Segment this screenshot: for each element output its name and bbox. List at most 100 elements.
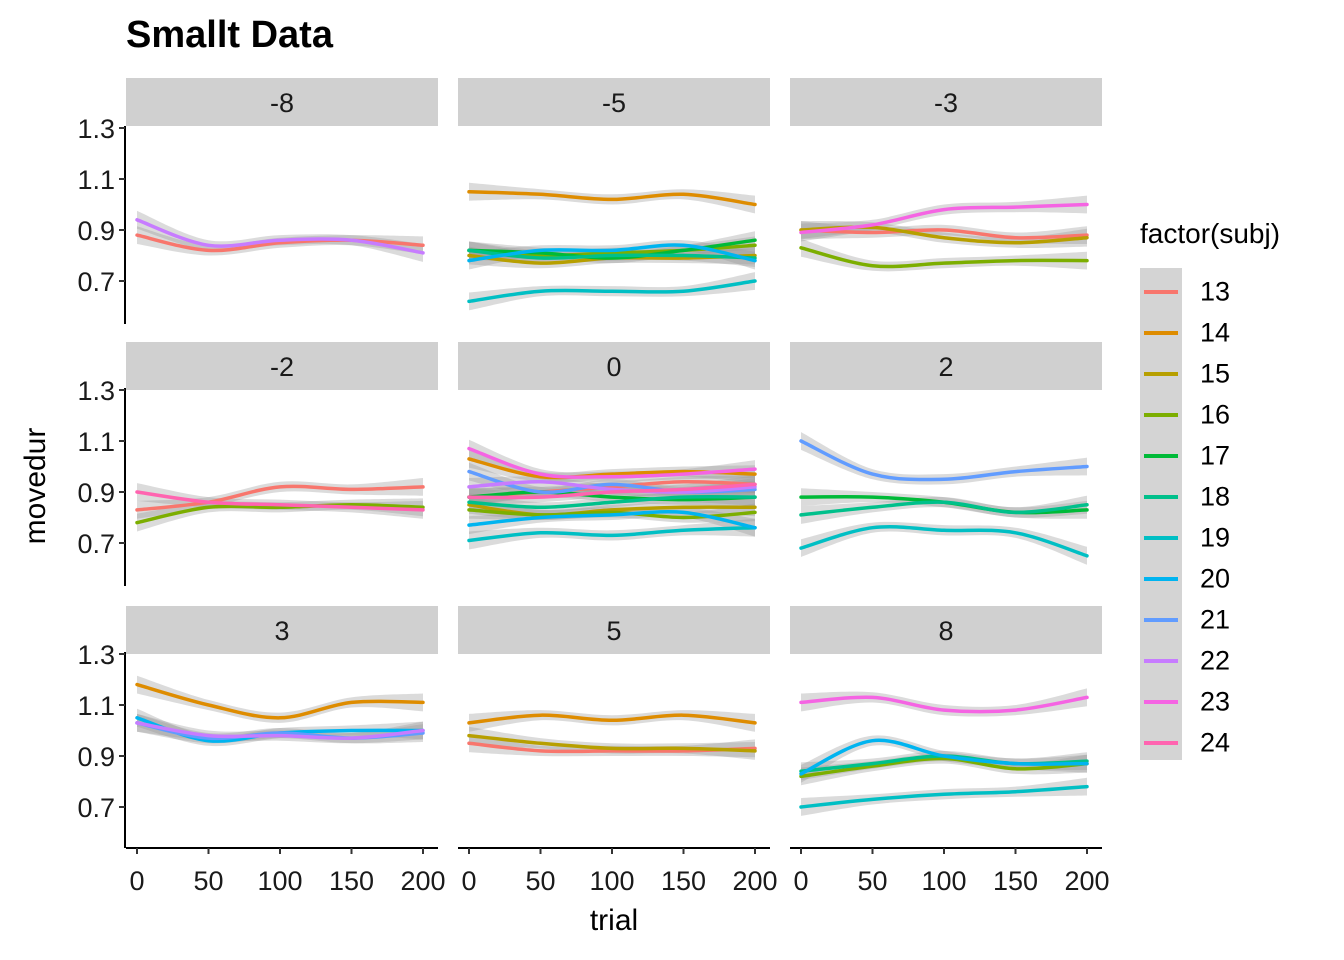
facet-strip — [790, 78, 1102, 126]
legend-key-23 — [1144, 700, 1178, 704]
facet-strip-label: -5 — [602, 88, 626, 118]
legend-key-18 — [1144, 495, 1178, 499]
series-23-line — [799, 202, 1089, 235]
series-14-line — [467, 713, 757, 725]
legend-label-23: 23 — [1200, 686, 1231, 717]
facet-strip-label: 2 — [938, 352, 953, 382]
y-tick-label: 0.9 — [77, 478, 115, 508]
x-tick-label: 0 — [793, 866, 808, 896]
series-21-line — [799, 439, 1089, 482]
legend-title: factor(subj) — [1140, 218, 1281, 249]
facet-strip — [790, 342, 1102, 390]
series-16-line — [799, 756, 1089, 779]
y-tick-label: 0.7 — [77, 793, 115, 823]
series-18-line — [467, 248, 757, 260]
legend-label-14: 14 — [1200, 317, 1231, 348]
facet-strip — [126, 78, 438, 126]
series-17-line — [467, 490, 757, 502]
facet-strip — [790, 606, 1102, 654]
series-14-line — [467, 190, 757, 207]
facet-panel-0: 0 — [458, 342, 770, 550]
legend-key-20 — [1144, 577, 1178, 581]
series-19-line — [799, 784, 1089, 809]
legend-label-15: 15 — [1200, 358, 1231, 389]
facet-panel--8: -8 0.7 0.9 1.1 1.3 — [77, 78, 438, 324]
legend-label-17: 17 — [1200, 440, 1231, 471]
series-20-line — [467, 243, 757, 263]
x-tick-label: 100 — [921, 866, 966, 896]
series-16-line — [135, 503, 425, 525]
series-24-line — [135, 490, 425, 512]
legend-key-21 — [1144, 618, 1178, 622]
legend-label-20: 20 — [1200, 563, 1231, 594]
facet-panel-5: 50 50 100 150 200 — [458, 606, 778, 896]
facet-strip — [126, 342, 438, 390]
series-19-band — [801, 777, 1087, 816]
legend-key-16 — [1144, 413, 1178, 417]
x-tick-label: 150 — [993, 866, 1038, 896]
series-21-band — [801, 432, 1087, 485]
facet-strip-label: 5 — [606, 616, 621, 646]
x-tick-label: 100 — [589, 866, 634, 896]
series-18-line — [467, 494, 757, 510]
facet-panel-3: 3 0.7 0.9 1.1 1.3 0 50 100 150 200 — [77, 606, 446, 896]
facet-strip-label: 8 — [938, 616, 953, 646]
series-23-band — [801, 688, 1087, 717]
series-23-line — [467, 446, 757, 479]
x-tick-label: 200 — [400, 866, 445, 896]
x-tick-label: 200 — [1064, 866, 1109, 896]
x-tick-label: 150 — [329, 866, 374, 896]
x-tick-label: 50 — [525, 866, 555, 896]
chart-title: Smallt Data — [126, 14, 333, 56]
series-13-line — [135, 233, 425, 253]
facet-strip-label: -3 — [934, 88, 958, 118]
legend-label-21: 21 — [1200, 604, 1231, 635]
x-tick-label: 0 — [461, 866, 476, 896]
x-axis-title: trial — [589, 904, 639, 937]
facet-strip — [458, 606, 770, 654]
legend-label-24: 24 — [1200, 727, 1231, 758]
series-20-line — [467, 510, 757, 530]
facet-strip-label: -8 — [270, 88, 294, 118]
facet-strip — [126, 606, 438, 654]
y-tick-label: 1.3 — [77, 640, 115, 670]
x-tick-label: 0 — [129, 866, 144, 896]
series-22-line — [135, 721, 425, 741]
legend-label-19: 19 — [1200, 522, 1231, 553]
legend-key-17 — [1144, 454, 1178, 458]
y-tick-label: 1.1 — [77, 427, 115, 457]
series-16-band — [801, 753, 1087, 786]
x-tick-label: 150 — [661, 866, 706, 896]
legend-label-22: 22 — [1200, 645, 1231, 676]
y-tick-label: 0.9 — [77, 742, 115, 772]
y-tick-label: 1.3 — [77, 114, 115, 144]
y-tick-label: 1.1 — [77, 165, 115, 195]
series-13-line — [135, 484, 425, 512]
legend-key-24 — [1144, 741, 1178, 745]
y-tick-label: 0.9 — [77, 216, 115, 246]
x-tick-label: 50 — [193, 866, 223, 896]
y-tick-label: 1.3 — [77, 376, 115, 406]
series-19-line — [799, 524, 1089, 558]
facet-strip — [458, 78, 770, 126]
legend-key-column — [1140, 268, 1182, 760]
series-23-line — [799, 695, 1089, 714]
facet-panel-2: 2 — [790, 342, 1102, 565]
series-16-line — [799, 246, 1089, 269]
legend-key-22 — [1144, 659, 1178, 663]
facet-strip-label: 0 — [606, 352, 621, 382]
series-15-line — [467, 733, 757, 753]
series-18-line — [799, 500, 1089, 517]
series-13-line — [799, 228, 1089, 240]
series-14-line — [135, 682, 425, 720]
legend-key-13 — [1144, 290, 1178, 294]
y-tick-label: 0.7 — [77, 267, 115, 297]
series-18-band — [801, 495, 1087, 524]
facet-panel--3: -3 — [790, 78, 1102, 272]
legend-key-14 — [1144, 331, 1178, 335]
facet-strip-label: 3 — [274, 616, 289, 646]
x-tick-label: 200 — [732, 866, 777, 896]
legend-key-19 — [1144, 536, 1178, 540]
